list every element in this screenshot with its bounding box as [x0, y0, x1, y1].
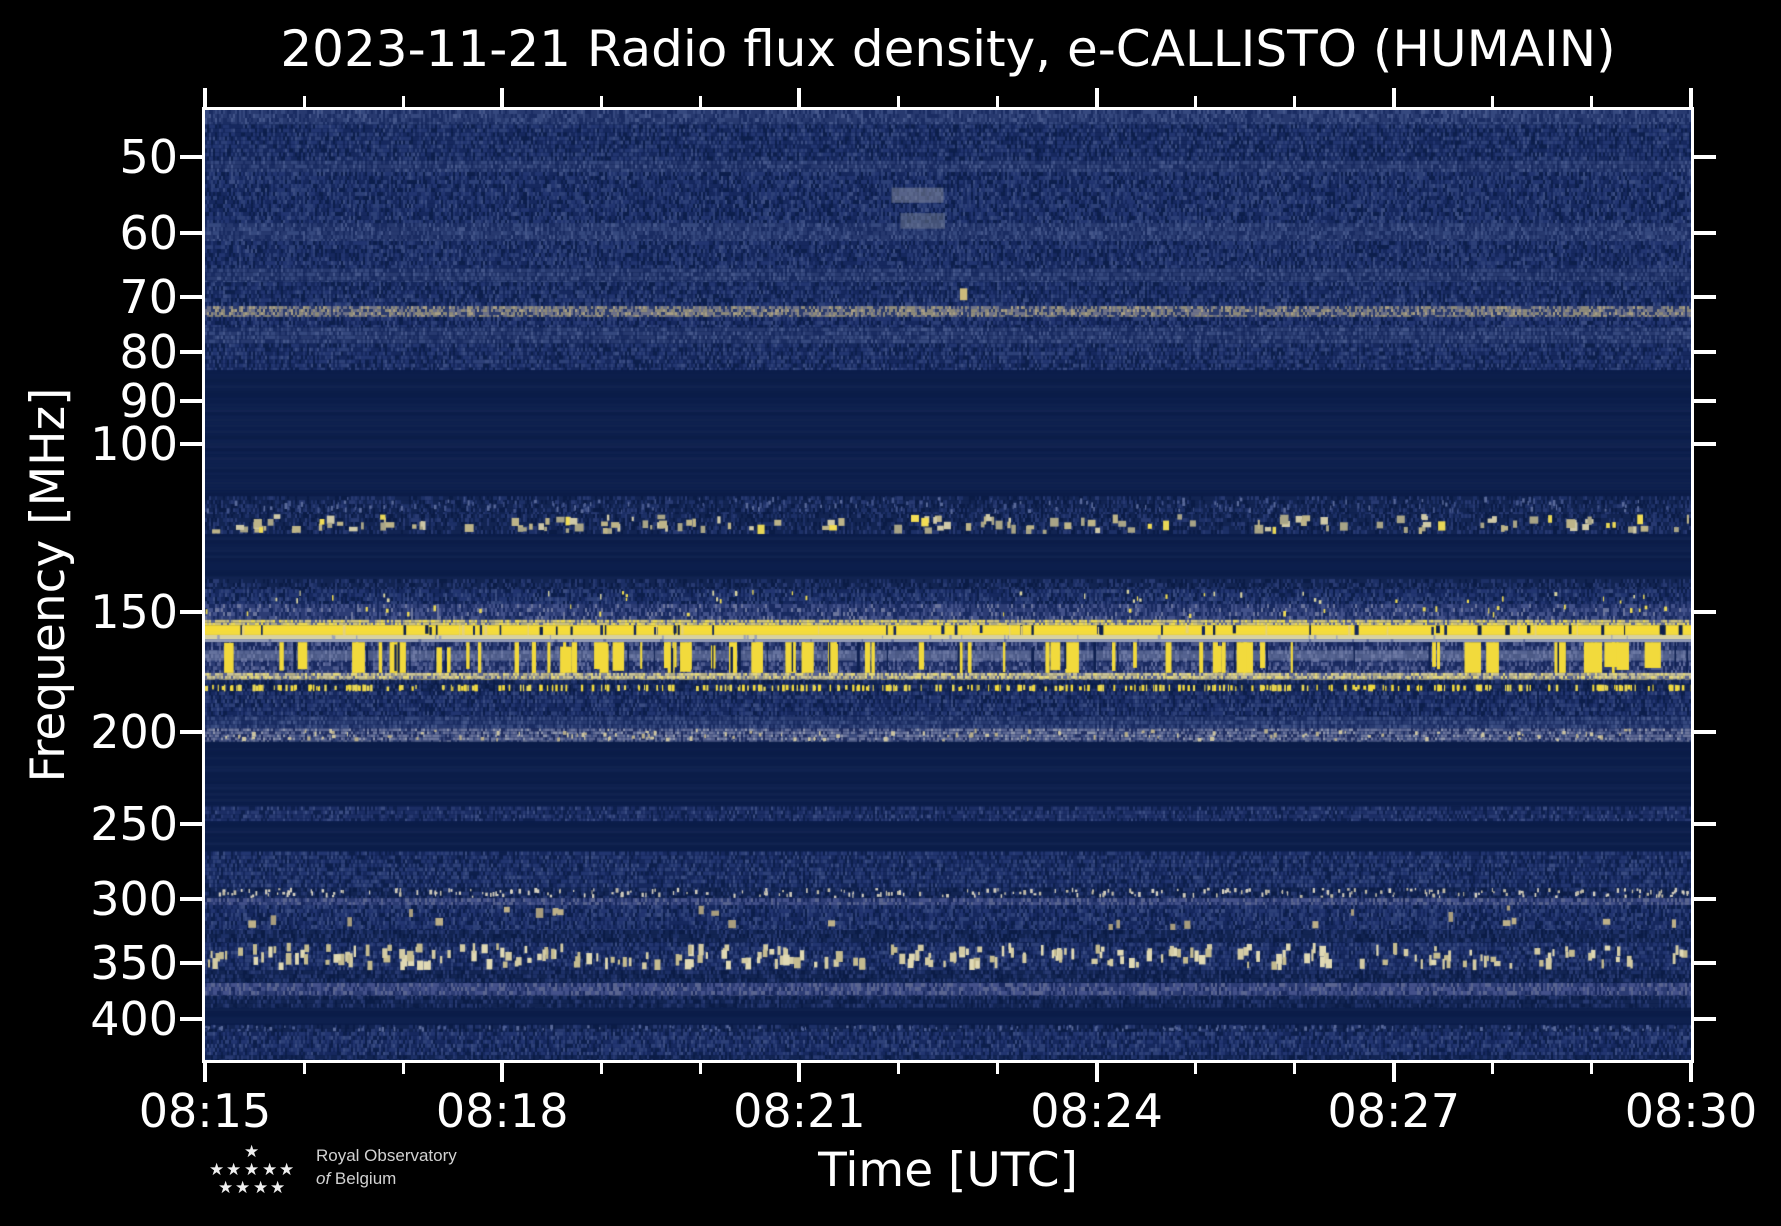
x-tick-label: 08:15 — [138, 1084, 272, 1138]
y-tick-label: 350 — [90, 936, 178, 991]
y-major-tick — [180, 230, 202, 235]
x-minor-tick — [599, 1063, 603, 1074]
y-tick-label: 100 — [90, 417, 178, 472]
x-tick-label: 08:24 — [1030, 1084, 1163, 1138]
y-tick-label: 90 — [119, 373, 178, 428]
star-icon: ★ — [244, 1142, 260, 1162]
y-major-tick — [180, 1016, 202, 1021]
y-major-tick — [180, 610, 202, 615]
star-icon: ★ — [270, 1178, 286, 1198]
x-axis-label: Time [UTC] — [818, 1143, 1078, 1198]
x-minor-tick — [401, 1063, 405, 1074]
x-major-tick-top — [203, 88, 207, 107]
x-major-tick — [1689, 1063, 1693, 1082]
x-major-tick-top — [1391, 88, 1396, 107]
rob-logo: ★ ★ ★ ★ ★ ★ ★ ★ ★ ★ Royal Observatory of Belgium — [196, 1138, 516, 1208]
y-major-tick-right — [1694, 821, 1716, 826]
star-icon: ★ — [218, 1178, 234, 1198]
y-tick-label: 60 — [119, 205, 178, 260]
y-major-tick-right — [1694, 155, 1716, 160]
x-minor-tick — [996, 1063, 1000, 1074]
x-minor-tick — [302, 1063, 306, 1074]
star-icon: ★ — [209, 1160, 225, 1180]
star-icon: ★ — [253, 1178, 269, 1198]
x-minor-tick-top — [401, 96, 405, 107]
x-major-tick-top — [500, 88, 505, 107]
y-major-tick — [180, 155, 202, 160]
y-major-tick — [180, 398, 202, 403]
y-major-tick-right — [1694, 230, 1716, 235]
y-tick-label: 400 — [90, 991, 178, 1046]
y-tick-label: 200 — [90, 704, 178, 759]
y-major-tick-right — [1694, 294, 1716, 299]
y-tick-label: 80 — [119, 325, 178, 379]
y-major-tick-right — [1694, 729, 1716, 734]
x-major-tick-top — [797, 88, 802, 107]
x-minor-tick — [896, 1063, 900, 1074]
star-icon: ★ — [226, 1160, 242, 1180]
y-major-tick-right — [1694, 398, 1716, 403]
x-minor-tick — [698, 1063, 702, 1074]
y-major-tick-right — [1694, 610, 1716, 615]
star-icon: ★ — [235, 1178, 251, 1198]
x-minor-tick-top — [302, 96, 306, 107]
y-major-tick — [180, 350, 202, 354]
x-major-tick-top — [1094, 88, 1099, 107]
x-major-tick — [203, 1063, 207, 1082]
x-minor-tick-top — [996, 96, 1000, 107]
star-icon: ★ — [279, 1160, 295, 1180]
y-major-tick — [180, 442, 202, 447]
x-minor-tick-top — [599, 96, 603, 107]
x-minor-tick-top — [698, 96, 702, 107]
y-major-tick — [180, 729, 202, 734]
rob-logo-line2-rest: Belgium — [330, 1169, 397, 1188]
rob-logo-line1: Royal Observatory — [316, 1146, 457, 1165]
y-tick-label: 150 — [90, 585, 178, 640]
x-tick-label: 08:21 — [733, 1084, 866, 1138]
x-minor-tick-top — [1491, 96, 1495, 107]
chart-title: 2023-11-21 Radio flux density, e-CALLIST… — [280, 20, 1616, 78]
star-icon: ★ — [262, 1160, 278, 1180]
y-tick-label: 300 — [90, 872, 178, 927]
x-minor-tick — [1491, 1063, 1495, 1074]
x-major-tick — [797, 1063, 802, 1082]
y-major-tick-right — [1694, 1016, 1716, 1021]
x-minor-tick-top — [1293, 96, 1297, 107]
x-major-tick — [1391, 1063, 1396, 1082]
x-minor-tick-top — [1194, 96, 1198, 107]
y-major-tick — [180, 821, 202, 826]
x-minor-tick — [1194, 1063, 1198, 1074]
y-tick-label: 50 — [119, 130, 178, 185]
y-major-tick — [180, 897, 202, 902]
y-major-tick — [180, 961, 202, 966]
rob-logo-line2: of Belgium — [316, 1167, 457, 1190]
x-tick-label: 08:18 — [435, 1084, 569, 1138]
x-minor-tick — [1590, 1063, 1594, 1074]
rob-logo-line2-italic: of — [316, 1169, 331, 1188]
x-minor-tick-top — [896, 96, 900, 107]
y-tick-label: 250 — [90, 796, 178, 851]
x-major-tick-top — [1689, 88, 1693, 107]
y-major-tick-right — [1694, 442, 1716, 447]
y-axis-label: Frequency [MHz] — [21, 387, 76, 783]
y-major-tick-right — [1694, 897, 1716, 902]
x-major-tick — [1094, 1063, 1099, 1082]
x-minor-tick-top — [1590, 96, 1594, 107]
y-tick-label: 70 — [119, 269, 178, 324]
y-major-tick-right — [1694, 350, 1716, 354]
x-major-tick — [500, 1063, 505, 1082]
x-minor-tick — [1293, 1063, 1297, 1074]
y-major-tick-right — [1694, 961, 1716, 966]
y-major-tick — [180, 294, 202, 299]
x-tick-label: 08:30 — [1624, 1084, 1758, 1138]
spectrogram-canvas — [205, 110, 1691, 1060]
x-tick-label: 08:27 — [1327, 1084, 1461, 1138]
rob-logo-text: Royal Observatory of Belgium — [316, 1144, 457, 1190]
star-icon: ★ — [244, 1160, 260, 1180]
